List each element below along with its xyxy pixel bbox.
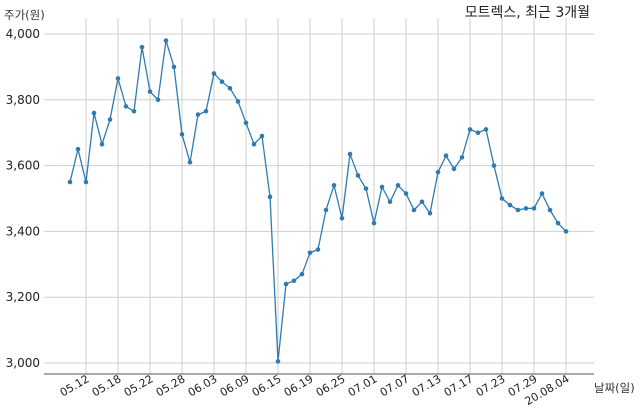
data-point <box>379 184 385 190</box>
data-point <box>179 132 185 137</box>
data-point <box>387 199 393 205</box>
data-point <box>299 271 305 277</box>
data-point <box>531 206 537 211</box>
data-point <box>163 38 169 43</box>
data-point <box>499 196 505 201</box>
data-point <box>67 179 73 185</box>
data-point <box>347 151 353 157</box>
data-point <box>139 44 145 50</box>
data-point <box>547 207 553 213</box>
x-tick-label: 07.13 <box>410 372 444 399</box>
data-point <box>363 186 369 191</box>
data-point <box>283 281 289 287</box>
data-point <box>195 112 201 117</box>
x-tick-label: 05.12 <box>58 372 92 399</box>
data-point <box>75 146 81 152</box>
x-tick-label: 06.19 <box>282 372 316 399</box>
data-point <box>491 163 497 168</box>
data-point <box>275 359 281 364</box>
y-tick-label: 3,400 <box>6 224 40 238</box>
x-tick-label: 07.07 <box>378 372 412 399</box>
data-point <box>187 160 193 165</box>
data-point <box>411 207 417 213</box>
data-point <box>467 127 473 132</box>
x-gridlines <box>85 18 567 374</box>
y-tick-label: 3,800 <box>6 93 40 107</box>
data-point <box>451 166 457 172</box>
data-point <box>91 110 97 116</box>
data-point <box>395 183 401 188</box>
price-series-line <box>69 40 567 362</box>
data-point <box>99 141 105 147</box>
chart-title: 모트렉스, 최근 3개월 <box>465 5 590 21</box>
x-tick-label: 07.01 <box>346 372 380 399</box>
data-point <box>435 169 441 175</box>
y-tick-label: 3,600 <box>6 159 40 173</box>
y-tick-labels: 3,000 3,200 3,400 3,600 3,800 4,000 <box>6 27 40 370</box>
data-point <box>243 120 249 126</box>
data-point <box>427 211 433 216</box>
data-point <box>443 153 449 159</box>
x-tick-label: 05.28 <box>154 372 188 399</box>
data-point <box>403 191 409 196</box>
data-point <box>307 250 313 256</box>
data-point <box>131 109 137 114</box>
data-point <box>259 133 265 139</box>
data-point <box>331 183 337 188</box>
data-point <box>563 229 569 234</box>
data-point <box>419 199 425 205</box>
x-tick-label: 06.15 <box>250 372 284 399</box>
data-point <box>171 64 177 70</box>
x-tick-label: 06.09 <box>218 372 252 399</box>
data-point <box>515 207 521 213</box>
data-point <box>227 85 233 91</box>
data-point <box>155 97 161 103</box>
data-point <box>107 117 113 122</box>
price-series-points <box>67 38 569 364</box>
x-tick-label: 05.18 <box>90 372 124 399</box>
data-point <box>251 141 257 147</box>
data-point <box>315 247 321 252</box>
y-gridlines <box>44 33 594 364</box>
x-tick-labels: 05.1205.1805.2205.2806.0306.0906.1506.19… <box>58 372 572 408</box>
x-tick-label: 07.23 <box>474 372 508 399</box>
data-point <box>219 79 225 84</box>
data-point <box>203 109 209 114</box>
y-tick-label: 3,200 <box>6 290 40 304</box>
data-point <box>459 155 465 160</box>
data-point <box>115 76 121 81</box>
data-point <box>147 89 153 94</box>
data-point <box>211 71 217 76</box>
data-point <box>355 173 361 178</box>
data-point <box>339 215 345 221</box>
data-point <box>507 202 513 208</box>
x-tick-label: 05.22 <box>122 372 156 399</box>
data-point <box>323 207 329 213</box>
y-axis-label: 주가(원) <box>4 8 45 22</box>
data-point <box>483 127 489 132</box>
y-tick-label: 3,000 <box>6 356 40 370</box>
data-point <box>475 130 481 135</box>
data-point <box>523 206 529 211</box>
x-tick-label: 06.25 <box>314 372 348 399</box>
data-point <box>555 220 561 226</box>
y-tick-label: 4,000 <box>6 27 40 41</box>
data-point <box>83 179 89 185</box>
data-point <box>539 191 545 196</box>
x-tick-label: 06.03 <box>186 372 220 399</box>
data-point <box>267 194 273 200</box>
data-point <box>235 99 241 104</box>
data-point <box>291 278 297 284</box>
x-tick-label: 07.17 <box>442 372 476 399</box>
data-point <box>371 220 377 226</box>
data-point <box>123 104 129 109</box>
x-axis-label: 날짜(일) <box>594 381 635 395</box>
